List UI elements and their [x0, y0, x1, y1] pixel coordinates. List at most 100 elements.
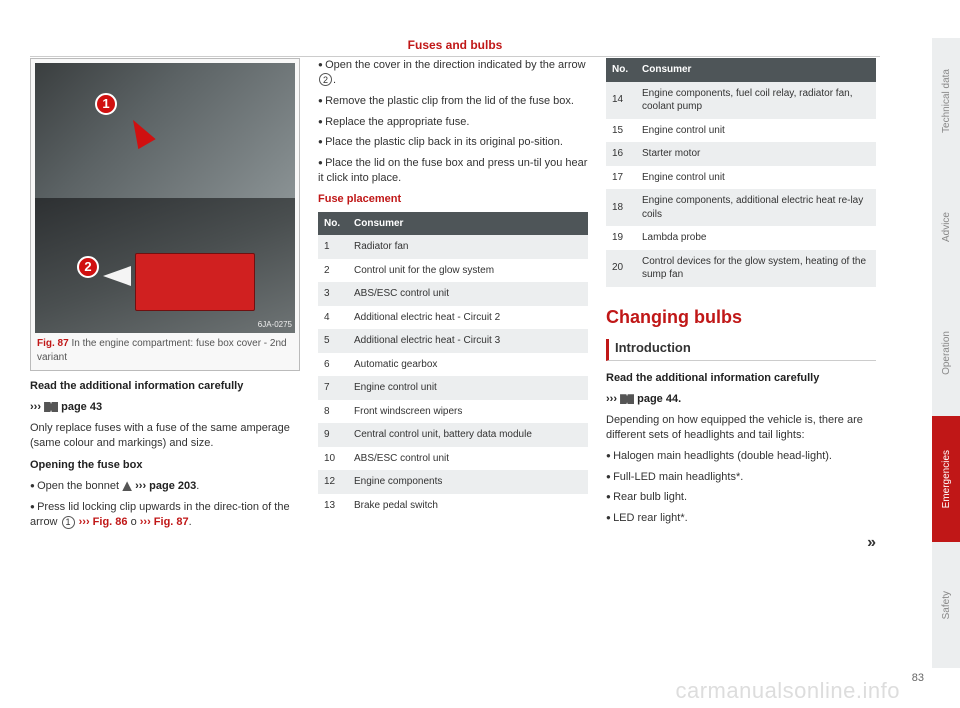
tab-safety[interactable]: Safety	[932, 542, 960, 668]
th-no-b: No.	[606, 58, 636, 82]
tab-emergencies[interactable]: Emergencies	[932, 416, 960, 542]
cell-no: 20	[606, 250, 636, 287]
cell-consumer: Radiator fan	[348, 235, 588, 259]
light-item-1: Halogen main headlights (double head-lig…	[606, 449, 876, 464]
cell-consumer: Engine control unit	[636, 119, 876, 143]
cell-no: 4	[318, 306, 348, 330]
link-arrows: ›››	[30, 401, 44, 413]
table-row: 13Brake pedal switch	[318, 494, 588, 518]
para-replace-fuse: Only replace fuses with a fuse of the sa…	[30, 421, 300, 451]
table-row: 4Additional electric heat - Circuit 2	[318, 306, 588, 330]
fig-ref-87: ››› Fig. 87	[140, 516, 189, 528]
tab-label: Safety	[941, 591, 952, 619]
bulbs-para: Depending on how equipped the vehicle is…	[606, 413, 876, 443]
period2: .	[189, 516, 192, 528]
table-row: 17Engine control unit	[606, 166, 876, 190]
cell-consumer: Control unit for the glow system	[348, 259, 588, 283]
step2-mid: o	[128, 516, 140, 528]
cell-no: 19	[606, 226, 636, 250]
book-icon	[44, 402, 58, 412]
cell-consumer: Engine control unit	[636, 166, 876, 190]
changing-bulbs-head: Changing bulbs	[606, 305, 876, 329]
cell-no: 12	[318, 470, 348, 494]
table-row: 2Control unit for the glow system	[318, 259, 588, 283]
cover-steps-list: Open the cover in the direction indicate…	[318, 58, 588, 186]
manual-page: Fuses and bulbs 1 2 6JA-0275 Fig. 87 In …	[0, 0, 960, 708]
side-tabs: Technical data Advice Operation Emergenc…	[932, 38, 960, 668]
cell-consumer: Brake pedal switch	[348, 494, 588, 518]
cell-no: 18	[606, 189, 636, 226]
figure-image-top: 1	[35, 63, 295, 198]
column-1: 1 2 6JA-0275 Fig. 87 In the engine compa…	[30, 58, 300, 688]
page-number: 83	[912, 672, 924, 684]
tab-advice[interactable]: Advice	[932, 164, 960, 290]
callout-2: 2	[77, 256, 99, 278]
figure-caption-text: In the engine compartment: fuse box cove…	[37, 338, 287, 363]
tab-label: Operation	[941, 331, 952, 375]
cell-consumer: Engine components, fuel coil relay, radi…	[636, 82, 876, 119]
header-divider	[30, 56, 880, 57]
th-no: No.	[318, 212, 348, 236]
inline-circle-1: 1	[62, 516, 75, 529]
cell-no: 10	[318, 447, 348, 471]
fuse-table-a: No. Consumer 1Radiator fan2Control unit …	[318, 212, 588, 518]
cell-no: 6	[318, 353, 348, 377]
table-row: 10ABS/ESC control unit	[318, 447, 588, 471]
fig-ref-86: ››› Fig. 86	[79, 516, 128, 528]
cell-consumer: Central control unit, battery data modul…	[348, 423, 588, 447]
fuse-placement-head: Fuse placement	[318, 192, 588, 207]
fuse-table-b: No. Consumer 14Engine components, fuel c…	[606, 58, 876, 287]
fusebox-graphic	[135, 253, 255, 311]
cell-consumer: Additional electric heat - Circuit 3	[348, 329, 588, 353]
lights-list: Halogen main headlights (double head-lig…	[606, 449, 876, 526]
introduction-head: Introduction	[606, 339, 876, 362]
cell-consumer: ABS/ESC control unit	[348, 282, 588, 306]
tab-technical-data[interactable]: Technical data	[932, 38, 960, 164]
tab-operation[interactable]: Operation	[932, 290, 960, 416]
light-item-4: LED rear light*.	[606, 511, 876, 526]
table-row: 1Radiator fan	[318, 235, 588, 259]
cell-no: 3	[318, 282, 348, 306]
table-row: 19Lambda probe	[606, 226, 876, 250]
cover-step1-text: Open the cover in the direction indicate…	[325, 59, 585, 71]
column-3: No. Consumer 14Engine components, fuel c…	[606, 58, 876, 688]
read-info-link-2: ››› page 44.	[606, 392, 876, 407]
link-arrows-2: ›››	[606, 393, 620, 405]
light-item-2: Full-LED main headlights*.	[606, 470, 876, 485]
cover-step-3: Replace the appropriate fuse.	[318, 115, 588, 130]
tab-label: Emergencies	[941, 450, 952, 508]
cell-no: 16	[606, 142, 636, 166]
cover-step-5: Place the lid on the fuse box and press …	[318, 156, 588, 186]
step1-text: Open the bonnet	[37, 480, 122, 492]
cell-no: 14	[606, 82, 636, 119]
table-row: 9Central control unit, battery data modu…	[318, 423, 588, 447]
read-info-line: Read the additional information carefull…	[30, 379, 300, 394]
table-row: 8Front windscreen wipers	[318, 400, 588, 424]
callout-1: 1	[95, 93, 117, 115]
content-area: 1 2 6JA-0275 Fig. 87 In the engine compa…	[30, 58, 880, 688]
column-2: Open the cover in the direction indicate…	[318, 58, 588, 688]
cell-no: 2	[318, 259, 348, 283]
inline-circle-2: 2	[319, 73, 332, 86]
cell-consumer: ABS/ESC control unit	[348, 447, 588, 471]
period4: .	[678, 393, 681, 405]
cell-consumer: Front windscreen wipers	[348, 400, 588, 424]
page-ref-43: page 43	[61, 401, 102, 413]
cell-consumer: Engine components, additional electric h…	[636, 189, 876, 226]
light-item-3: Rear bulb light.	[606, 490, 876, 505]
warning-icon	[122, 481, 132, 491]
cell-no: 17	[606, 166, 636, 190]
continue-marker: »	[606, 532, 876, 554]
page-header: Fuses and bulbs	[30, 38, 880, 52]
table-row: 20Control devices for the glow system, h…	[606, 250, 876, 287]
read-info-link: ››› page 43	[30, 400, 300, 415]
cell-consumer: Control devices for the glow system, hea…	[636, 250, 876, 287]
tab-label: Technical data	[941, 69, 952, 133]
th-consumer-b: Consumer	[636, 58, 876, 82]
cell-consumer: Additional electric heat - Circuit 2	[348, 306, 588, 330]
table-row: 6Automatic gearbox	[318, 353, 588, 377]
read-info-line-2: Read the additional information carefull…	[606, 371, 876, 386]
th-consumer: Consumer	[348, 212, 588, 236]
figure-image-bottom: 2 6JA-0275	[35, 198, 295, 333]
arrow-1-icon	[124, 115, 155, 149]
